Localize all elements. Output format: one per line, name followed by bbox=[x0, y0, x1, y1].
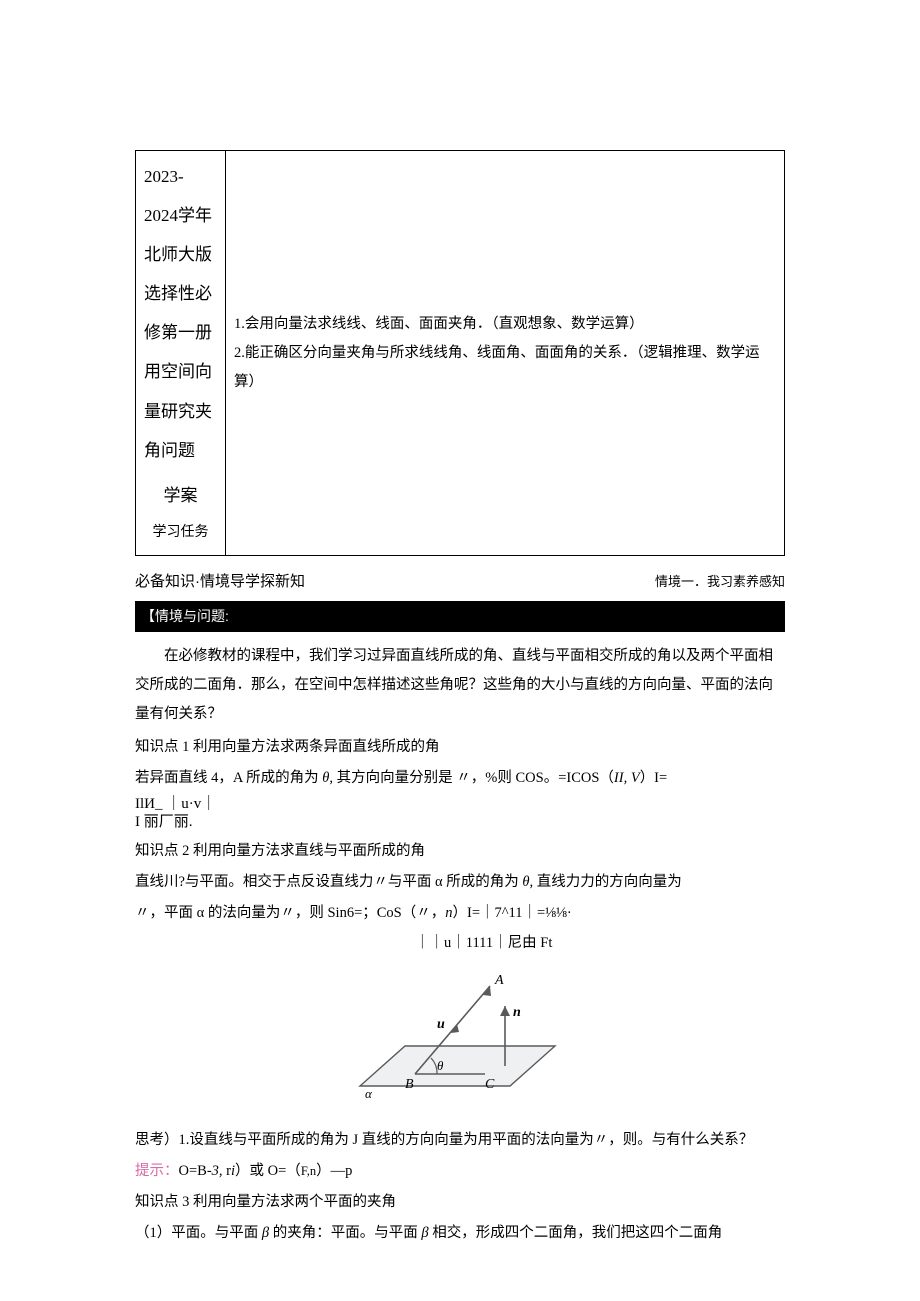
kp3-line1-a: （1）平面。与平面 bbox=[135, 1225, 262, 1241]
tip-body-c: ）或 O=（ bbox=[235, 1163, 301, 1179]
tip-body-d: ）—p bbox=[316, 1163, 352, 1179]
kp1-line1-a: 若异面直线 4，A 所成的角为 bbox=[135, 770, 322, 786]
kp2-line1: 直线川?与平面。相交于点反设直线力〃与平面 α 所成的角为 θ, 直线力力的方向… bbox=[135, 868, 785, 897]
B-label: B bbox=[405, 1077, 414, 1092]
kp1-theta: θ, bbox=[322, 770, 333, 786]
kp2-line2-a: 〃，平面 α 的法向量为〃，则 Sin6=；CoS（〃， bbox=[135, 905, 445, 921]
C-label: C bbox=[485, 1077, 495, 1092]
task-left-cell: 2023-2024学年北师大版选择性必修第一册用空间向量研究夹角问题 学案 学习… bbox=[136, 151, 226, 556]
kp2-title: 知识点 2 利用向量方法求直线与平面所成的角 bbox=[135, 837, 785, 866]
tip-i1: 3, bbox=[212, 1163, 223, 1179]
section-header-left: 必备知识·情境导学探新知 bbox=[135, 568, 305, 595]
theta-label: θ bbox=[437, 1058, 444, 1073]
kp1-fraction: IlИ_ ｜u·v｜ I 丽厂丽. bbox=[135, 795, 785, 831]
kp3-beta2: β bbox=[421, 1225, 428, 1241]
n-label: n bbox=[513, 1005, 521, 1020]
kp3-line1-b: 的夹角：平面。与平面 bbox=[269, 1225, 421, 1241]
kp2-line1-a: 直线川?与平面。相交于点反设直线力〃与平面 α 所成的角为 bbox=[135, 874, 522, 890]
u-label: u bbox=[437, 1017, 445, 1032]
kp2-line2: 〃，平面 α 的法向量为〃，则 Sin6=；CoS（〃，n）I=｜7^11｜=⅛… bbox=[135, 899, 785, 928]
tip-label: 提示： bbox=[135, 1163, 179, 1179]
kp1-uv: II, V bbox=[614, 770, 640, 786]
kp2-line3: ｜｜u｜1111｜尼由 Ft bbox=[135, 930, 785, 958]
kp2-line1-b: 直线力力的方向向量为 bbox=[533, 874, 682, 890]
arrow-A bbox=[483, 986, 491, 996]
section-header-row: 必备知识·情境导学探新知 情境一．我习素养感知 bbox=[135, 568, 785, 595]
arrow-n bbox=[500, 1006, 510, 1016]
plane-polygon bbox=[360, 1046, 555, 1086]
kp3-title: 知识点 3 利用向量方法求两个平面的夹角 bbox=[135, 1188, 785, 1217]
tip-line: 提示：O=B-3, ri）或 O=（F,n）—p bbox=[135, 1157, 785, 1186]
task-table: 2023-2024学年北师大版选择性必修第一册用空间向量研究夹角问题 学案 学习… bbox=[135, 150, 785, 556]
kp1-title: 知识点 1 利用向量方法求两条异面直线所成的角 bbox=[135, 733, 785, 762]
section-header-right: 情境一．我习素养感知 bbox=[655, 570, 785, 593]
tip-body-b: r bbox=[223, 1163, 231, 1179]
tip-body-a: O=B- bbox=[179, 1163, 212, 1179]
plane-diagram-svg: α A B C θ u n bbox=[345, 966, 575, 1106]
black-bar: 【情境与问题: bbox=[135, 601, 785, 632]
tip-fn: F,n bbox=[301, 1164, 316, 1178]
intro-paragraph: 在必修教材的课程中，我们学习过异面直线所成的角、直线与平面相交所成的角以及两个平… bbox=[135, 642, 785, 729]
task-right-line2: 2.能正确区分向量夹角与所求线线角、线面角、面面角的关系．（逻辑推理、数学运算） bbox=[234, 339, 776, 397]
kp3-line1: （1）平面。与平面 β 的夹角：平面。与平面 β 相交，形成四个二面角，我们把这… bbox=[135, 1219, 785, 1248]
kp1-line1: 若异面直线 4，A 所成的角为 θ, 其方向向量分别是 〃，%则 COS。=IC… bbox=[135, 764, 785, 793]
kp1-frac-top: IlИ_ ｜u·v｜ bbox=[135, 795, 785, 813]
A-label: A bbox=[494, 973, 504, 988]
kp1-line1-c: ）I= bbox=[640, 770, 668, 786]
kp1-frac-bot: I 丽厂丽. bbox=[135, 813, 785, 831]
task-right-cell: 1.会用向量法求线线、线面、面面夹角．（直观想象、数学运算） 2.能正确区分向量… bbox=[226, 151, 785, 556]
task-left-title: 2023-2024学年北师大版选择性必修第一册用空间向量研究夹角问题 bbox=[144, 157, 217, 470]
kp1-line1-b: 其方向向量分别是 〃，%则 COS。=ICOS（ bbox=[333, 770, 614, 786]
kp2-theta: θ, bbox=[522, 874, 533, 890]
task-right-line1: 1.会用向量法求线线、线面、面面夹角．（直观想象、数学运算） bbox=[234, 310, 776, 339]
task-left-sub2: 学习任务 bbox=[144, 515, 217, 549]
think-line: 思考）1.设直线与平面所成的角为 J 直线的方向向量为用平面的法向量为〃，则。与… bbox=[135, 1126, 785, 1155]
plane-diagram: α A B C θ u n bbox=[135, 966, 785, 1116]
kp2-line2-b: ）I=｜7^11｜=⅛⅛· bbox=[452, 905, 571, 921]
task-left-sub1: 学案 bbox=[144, 470, 217, 515]
kp3-line1-c: 相交，形成四个二面角，我们把这四个二面角 bbox=[429, 1225, 723, 1241]
arrow-u bbox=[451, 1024, 459, 1033]
alpha-label: α bbox=[365, 1086, 373, 1101]
